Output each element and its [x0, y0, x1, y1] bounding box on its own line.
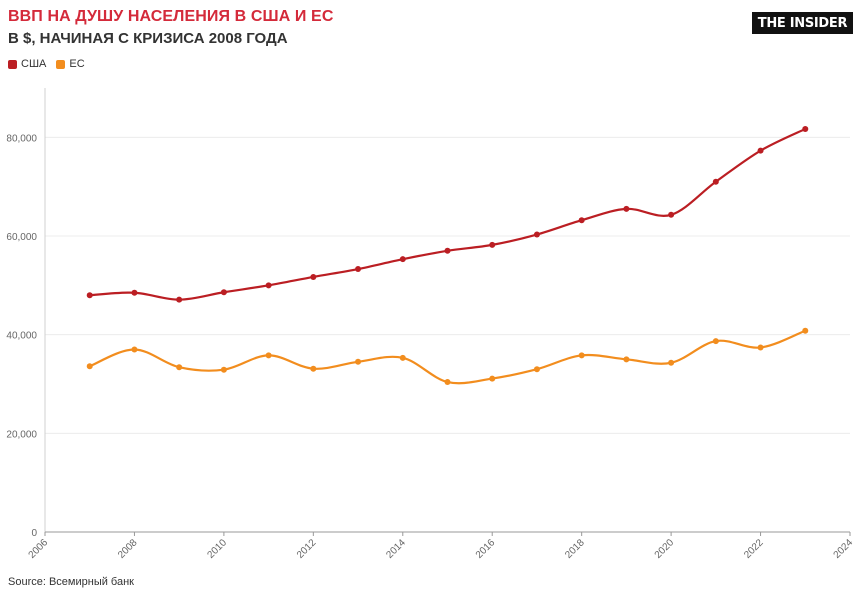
- x-tick-label: 2024: [832, 537, 856, 561]
- chart-legend: США ЕС: [8, 58, 95, 70]
- chart-title: ВВП НА ДУШУ НАСЕЛЕНИЯ В США И ЕС: [8, 8, 334, 25]
- data-point-eu: [220, 366, 227, 373]
- data-point-usa: [399, 256, 406, 263]
- data-point-usa: [310, 273, 317, 280]
- data-point-eu: [712, 338, 719, 345]
- y-tick-label: 80,000: [6, 133, 37, 144]
- data-point-eu: [310, 365, 317, 372]
- source-note: Source: Всемирный банк: [8, 576, 134, 588]
- x-tick-label: 2010: [205, 537, 229, 561]
- data-point-usa: [355, 266, 362, 273]
- data-point-usa: [802, 125, 809, 132]
- legend-label-usa: США: [21, 58, 47, 70]
- legend-swatch-eu: [56, 59, 66, 69]
- series-line-eu: [89, 329, 806, 385]
- data-point-eu: [399, 354, 406, 361]
- legend-swatch-usa: [8, 59, 17, 69]
- data-point-eu: [86, 363, 93, 370]
- data-point-eu: [489, 375, 496, 382]
- data-point-usa: [489, 241, 496, 248]
- data-point-usa: [444, 247, 451, 254]
- data-point-usa: [533, 231, 540, 238]
- x-tick-label: 2016: [474, 537, 498, 561]
- x-tick-label: 2014: [384, 537, 408, 561]
- data-point-eu: [668, 359, 675, 366]
- data-point-eu: [757, 344, 764, 351]
- data-point-usa: [712, 178, 719, 185]
- data-point-usa: [86, 292, 93, 299]
- x-tick-label: 2008: [116, 537, 140, 561]
- data-point-usa: [176, 296, 183, 303]
- data-point-eu: [444, 379, 451, 386]
- data-point-eu: [355, 358, 362, 365]
- data-point-usa: [623, 205, 630, 212]
- chart-subtitle: В $, НАЧИНАЯ С КРИЗИСА 2008 ГОДА: [8, 30, 288, 47]
- y-tick-label: 60,000: [6, 232, 37, 243]
- data-point-eu: [623, 356, 630, 363]
- series-line-usa: [89, 127, 806, 301]
- data-point-eu: [176, 364, 183, 371]
- data-point-usa: [757, 147, 764, 154]
- data-point-usa: [220, 289, 227, 296]
- x-tick-label: 2020: [653, 537, 677, 561]
- x-tick-label: 2022: [742, 537, 766, 561]
- y-tick-label: 20,000: [6, 429, 37, 440]
- x-tick-label: 2006: [27, 537, 51, 561]
- y-tick-label: 40,000: [6, 331, 37, 342]
- logo-text: THE INSIDER: [757, 15, 848, 31]
- legend-item-eu: ЕС: [56, 58, 85, 70]
- the-insider-logo: THE INSIDER: [752, 12, 853, 34]
- data-point-eu: [802, 327, 809, 334]
- data-point-usa: [265, 282, 272, 289]
- data-point-usa: [578, 217, 585, 224]
- legend-label-eu: ЕС: [69, 58, 85, 70]
- x-tick-label: 2012: [295, 537, 319, 561]
- data-point-usa: [131, 289, 138, 296]
- legend-item-usa: США: [8, 58, 46, 70]
- data-point-eu: [533, 366, 540, 373]
- data-point-eu: [131, 346, 138, 353]
- x-tick-label: 2018: [563, 537, 587, 561]
- data-point-eu: [578, 352, 585, 359]
- y-tick-label: 0: [31, 528, 37, 539]
- data-point-eu: [265, 352, 272, 359]
- data-point-usa: [668, 211, 675, 218]
